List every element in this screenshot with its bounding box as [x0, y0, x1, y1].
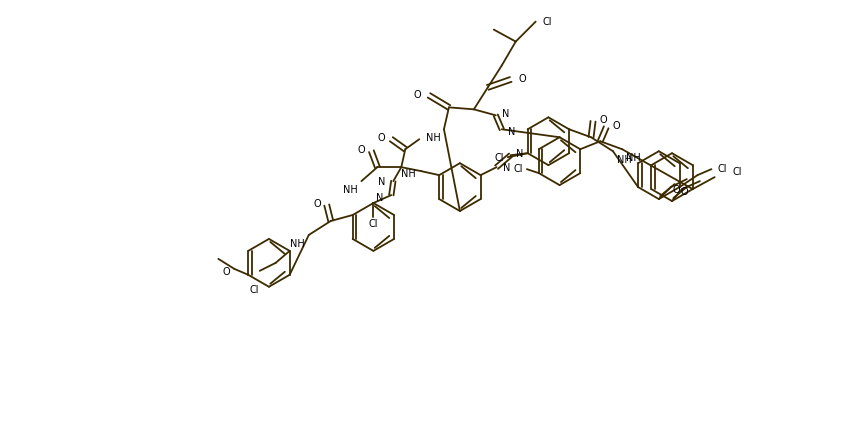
- Text: Cl: Cl: [542, 16, 552, 26]
- Text: N: N: [378, 177, 385, 187]
- Text: Cl: Cl: [494, 153, 503, 163]
- Text: Cl: Cl: [717, 164, 726, 174]
- Text: NH: NH: [426, 133, 440, 143]
- Text: N: N: [502, 163, 509, 173]
- Text: NH: NH: [290, 238, 305, 248]
- Text: O: O: [223, 266, 230, 276]
- Text: N: N: [502, 109, 508, 119]
- Text: Cl: Cl: [368, 218, 378, 228]
- Text: NH: NH: [625, 153, 640, 163]
- Text: O: O: [518, 74, 525, 84]
- Text: O: O: [313, 199, 321, 209]
- Text: Cl: Cl: [513, 164, 522, 174]
- Text: O: O: [679, 187, 687, 197]
- Text: N: N: [508, 127, 514, 137]
- Text: Cl: Cl: [732, 167, 741, 177]
- Text: Cl: Cl: [249, 284, 258, 294]
- Text: O: O: [598, 115, 606, 125]
- Text: O: O: [357, 145, 365, 155]
- Text: NH: NH: [400, 169, 415, 179]
- Text: N: N: [375, 193, 383, 203]
- Text: NH: NH: [342, 184, 357, 194]
- Text: NH: NH: [616, 155, 631, 165]
- Text: N: N: [516, 149, 523, 159]
- Text: O: O: [612, 121, 619, 131]
- Text: O: O: [377, 133, 385, 143]
- Text: O: O: [413, 90, 421, 100]
- Text: O: O: [672, 184, 680, 194]
